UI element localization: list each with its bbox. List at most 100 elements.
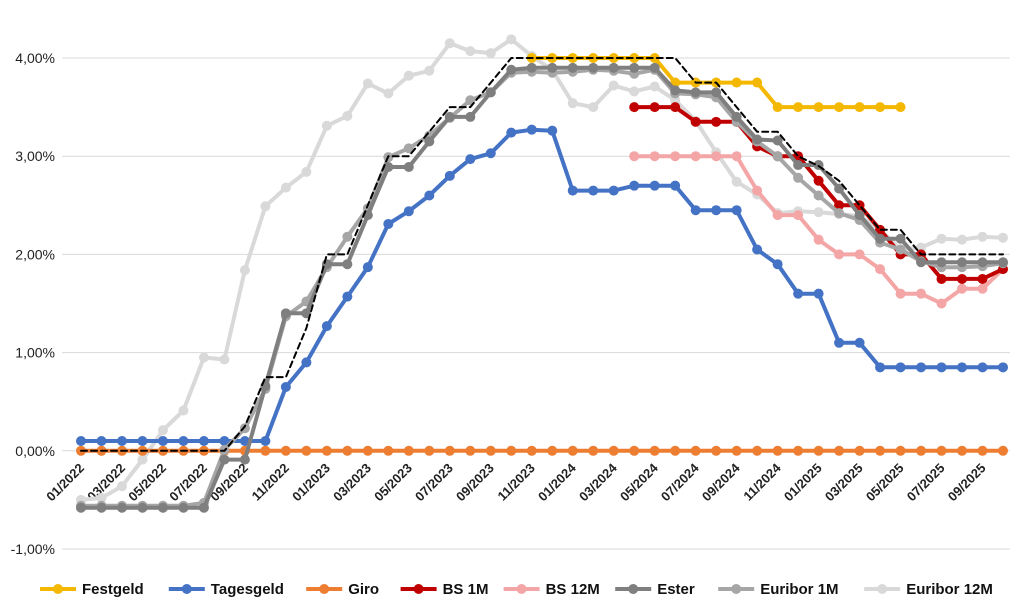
series-euribor-12m (76, 34, 1008, 505)
data-point (998, 232, 1008, 243)
data-point (198, 352, 209, 363)
data-point (813, 207, 824, 218)
legend-item-tagesgeld: Tagesgeld (168, 581, 284, 598)
data-point (567, 185, 578, 196)
series-tagesgeld (76, 124, 1008, 446)
data-point (342, 291, 353, 302)
y-axis: -1,00% 0,00% 1,00% 2,00% 3,00% 4,00% (11, 50, 55, 557)
legend: Festgeld Tagesgeld Giro BS 1M BS 12M Ester Eur… (40, 581, 993, 598)
data-point (649, 151, 660, 162)
data-point (342, 259, 353, 270)
data-point (547, 445, 558, 456)
legend-swatch-marker (319, 584, 330, 594)
data-point (895, 233, 906, 244)
data-point (957, 283, 968, 294)
x-tick-label: 01/2024 (535, 460, 579, 504)
data-point (834, 249, 845, 260)
data-point (76, 502, 86, 513)
data-point (485, 48, 496, 59)
data-point (998, 257, 1008, 268)
data-point (629, 62, 640, 73)
data-point (403, 206, 414, 217)
data-point (301, 357, 312, 368)
data-point (157, 502, 168, 513)
data-point (424, 136, 435, 147)
data-point (588, 185, 599, 196)
legend-item-euribor-1m: Euribor 1M (718, 581, 839, 598)
data-point (998, 362, 1008, 373)
legend-item-festgeld: Festgeld (40, 581, 144, 598)
data-point (875, 362, 886, 373)
data-point (506, 127, 517, 138)
data-point (793, 210, 804, 221)
data-point (588, 62, 599, 73)
legend-swatch-marker (413, 584, 424, 594)
data-point (895, 445, 906, 456)
data-point (936, 257, 947, 268)
data-point (977, 362, 988, 373)
data-point (198, 435, 209, 446)
data-point (834, 208, 845, 219)
data-point (301, 166, 312, 177)
data-point (608, 80, 619, 91)
data-point (711, 445, 722, 456)
data-point (834, 337, 845, 348)
data-point (854, 249, 865, 260)
data-point (752, 244, 763, 255)
data-point (403, 70, 414, 81)
data-point (731, 151, 742, 162)
legend-item-euribor-12m: Euribor 12M (864, 581, 993, 598)
data-point (629, 86, 640, 97)
data-point (670, 180, 681, 191)
legend-item-bs-12m: BS 12M (503, 581, 600, 598)
data-point (342, 231, 353, 242)
data-point (977, 273, 988, 284)
data-point (916, 242, 927, 253)
data-point (998, 445, 1008, 456)
data-point (485, 148, 496, 159)
data-point (834, 183, 845, 194)
x-tick-label: 09/2025 (945, 460, 989, 504)
data-point (957, 362, 968, 373)
legend-swatch-marker (731, 584, 742, 594)
data-point (444, 445, 455, 456)
data-point (977, 231, 988, 242)
data-point (178, 435, 189, 446)
data-point (834, 200, 845, 211)
data-point (813, 190, 824, 201)
data-point (690, 87, 701, 98)
x-tick-label: 03/2025 (822, 460, 866, 504)
data-point (403, 445, 414, 456)
data-point (875, 233, 886, 244)
data-point (875, 445, 886, 456)
data-point (383, 218, 394, 229)
data-point (813, 102, 824, 113)
data-point (526, 124, 537, 135)
data-point (424, 65, 435, 76)
data-point (772, 445, 783, 456)
data-point (793, 172, 804, 183)
data-point (239, 265, 250, 276)
x-tick-label: 09/2024 (699, 460, 743, 504)
data-point (731, 77, 742, 88)
data-point (916, 362, 927, 373)
data-point (444, 170, 455, 181)
data-point (772, 210, 783, 221)
data-point (731, 176, 742, 187)
data-point (76, 435, 86, 446)
data-point (362, 445, 373, 456)
y-tick-label: -1,00% (11, 541, 55, 557)
data-point (219, 354, 230, 365)
legend-item-ester: Ester (615, 581, 695, 598)
data-point (957, 445, 968, 456)
data-point (711, 87, 722, 98)
data-point (916, 257, 927, 268)
x-tick-label: 05/2025 (863, 460, 907, 504)
series-line-euribor-1m (79, 67, 1005, 508)
data-point (321, 120, 332, 131)
x-tick-label: 07/2023 (412, 460, 456, 504)
data-point (96, 502, 107, 513)
data-point (936, 362, 947, 373)
data-point (793, 102, 804, 113)
